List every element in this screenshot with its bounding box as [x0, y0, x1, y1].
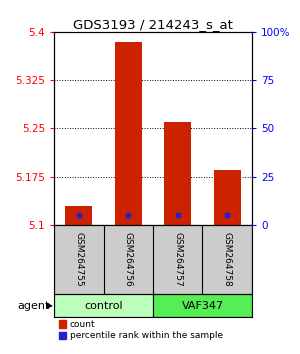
- Text: GSM264755: GSM264755: [74, 232, 83, 287]
- Text: GSM264756: GSM264756: [124, 232, 133, 287]
- Bar: [54, 294, 153, 317]
- Text: control: control: [84, 301, 123, 311]
- Bar: [153, 294, 252, 317]
- Text: VAF347: VAF347: [182, 301, 224, 311]
- Bar: [115, 41, 142, 225]
- Legend: count, percentile rank within the sample: count, percentile rank within the sample: [58, 320, 223, 341]
- Title: GDS3193 / 214243_s_at: GDS3193 / 214243_s_at: [73, 18, 233, 31]
- Bar: [214, 170, 241, 225]
- Text: GSM264757: GSM264757: [173, 232, 182, 287]
- Bar: [65, 206, 92, 225]
- Text: agent: agent: [18, 301, 50, 311]
- Text: GSM264758: GSM264758: [223, 232, 232, 287]
- Bar: [164, 122, 191, 225]
